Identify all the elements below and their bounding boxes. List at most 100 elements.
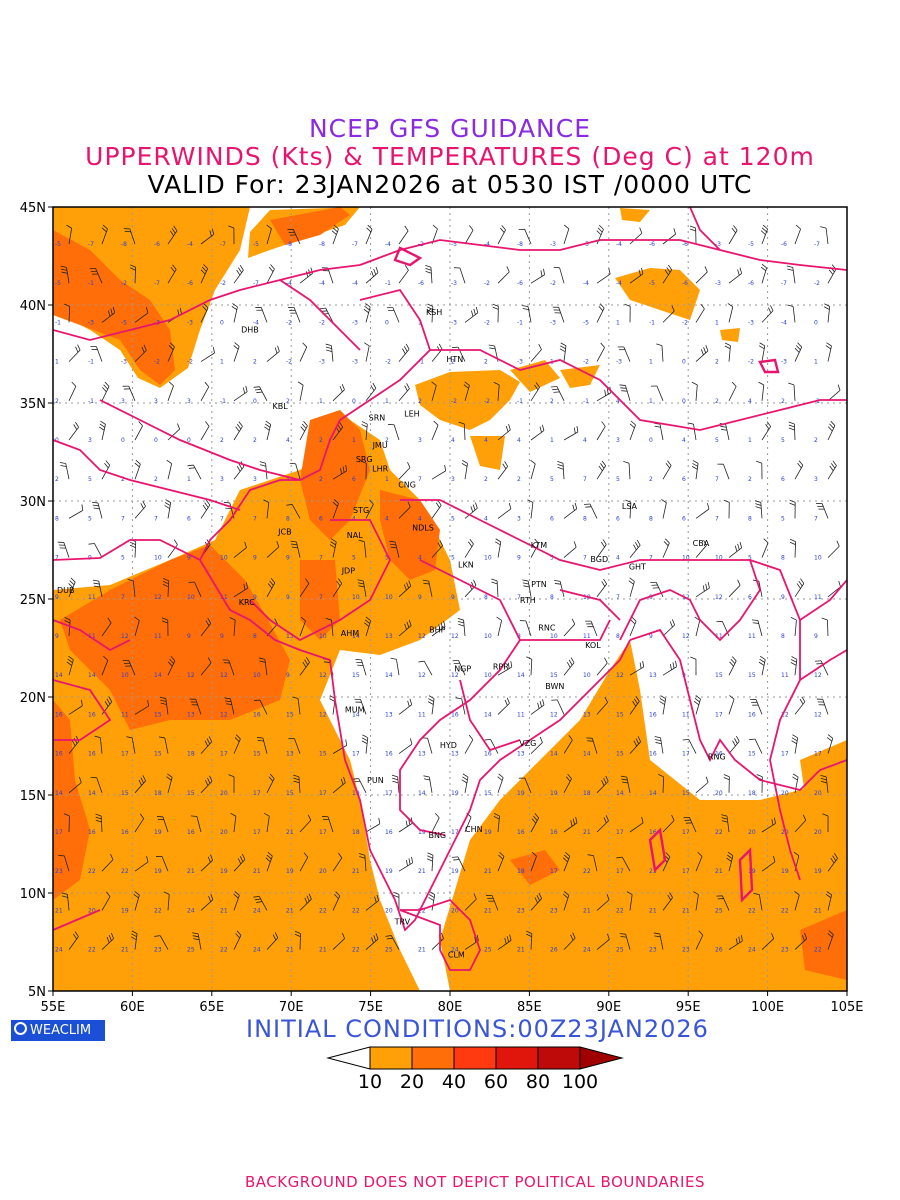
temperature-value: 7 [814,515,818,522]
temperature-value: 24 [451,947,459,954]
temperature-value: 11 [781,672,789,679]
wind-barb [493,813,500,833]
temperature-value: 16 [517,829,525,836]
wind-barb [662,538,670,558]
lon-tick-label: 75E [358,1000,383,1015]
city-label: KOL [585,641,601,650]
wind-barb [228,774,235,793]
logo-circle-icon [14,1022,27,1035]
temperature-value: 10 [319,633,327,640]
temperature-value: 3 [154,398,158,405]
temperature-value: 21 [484,868,492,875]
wind-barb [134,421,143,441]
temperature-value: -1 [583,398,589,405]
wind-barb [695,930,704,950]
temperature-value: 13 [451,751,459,758]
temperature-value: -2 [385,359,391,366]
temperature-value: 19 [154,829,162,836]
temperature-value: -8 [286,241,292,248]
wind-barb [363,303,371,323]
wind-barb [662,619,675,637]
wind-barb [659,695,667,715]
temperature-value: 21 [352,868,360,875]
city-label: BWN [545,682,564,691]
temperature-value: 8 [253,633,257,640]
temperature-value: 21 [682,907,690,914]
temperature-value: 22 [583,868,591,875]
wind-barb [723,774,730,793]
temperature-value: -4 [187,241,193,248]
wind-barb [200,775,213,794]
wind-barb [552,306,565,323]
logo-label: WEACLIM [30,1023,92,1038]
wind-barb [596,539,607,558]
temperature-value: 3 [814,476,818,483]
wind-barb [530,736,543,754]
wind-barb [629,420,636,441]
temperature-value: 4 [583,437,587,444]
temperature-value: -5 [583,319,589,326]
wind-barb [233,421,243,441]
temperature-value: 14 [583,751,591,758]
temperature-value: 7 [253,515,257,522]
temperature-value: 9 [649,633,653,640]
wind-barb [754,500,763,519]
temperature-value: 15 [253,751,261,758]
wind-barb [167,423,181,441]
wind-barb [662,892,673,911]
wind-barb [653,932,664,950]
temperature-value: 0 [682,398,686,405]
lon-tick-label: 80E [438,1000,463,1015]
wind-barb [398,738,413,754]
temperature-value: -3 [352,359,358,366]
temperature-value: 19 [517,790,525,797]
temperature-value: 16 [187,829,195,836]
temperature-value: 12 [781,711,789,718]
lat-tick-label: 20N [20,691,46,706]
temperature-value: -4 [781,319,787,326]
temperature-value: 23 [550,907,558,914]
wind-barb [200,347,215,362]
wind-barb [155,855,169,872]
city-label: PUN [367,776,384,785]
temperature-value: 3 [187,398,191,405]
temperature-value: -3 [517,359,523,366]
temperature-value: 23 [517,907,525,914]
temperature-value: 10 [484,672,492,679]
temperature-value: 1 [187,476,191,483]
wind-barb [497,934,512,950]
wind-barb [596,657,608,676]
temperature-value: 12 [451,672,459,679]
wind-barb [266,264,275,284]
temperature-value: 0 [55,437,59,444]
wind-barb [233,582,248,598]
wind-barb [494,538,502,558]
wind-barb [624,303,631,323]
temperature-value: -3 [187,319,193,326]
wind-barb [431,500,442,519]
city-label: KBL [272,402,288,411]
wind-barb [159,696,169,715]
temperature-value: 13 [385,711,393,718]
temperature-value: 6 [748,594,752,601]
city-label: RNG [708,753,726,762]
temperature-value: 15 [715,672,723,679]
wind-barb [530,424,545,441]
temperature-value: 5 [748,555,752,562]
temperature-value: 10 [484,555,492,562]
temperature-value: 6 [682,476,686,483]
temperature-value: 4 [286,437,290,444]
temperature-value: 18 [517,868,525,875]
temperature-value: 2 [781,398,785,405]
wind-barb [751,619,763,637]
temperature-value: 16 [385,829,393,836]
temperature-value: 3 [616,437,620,444]
temperature-value: 6 [682,515,686,522]
temperature-value: 4 [682,437,686,444]
temperature-value: 26 [550,947,558,954]
wind-barb [464,538,474,558]
wind-barb [717,463,730,480]
wind-barb [629,616,637,637]
temperature-value: 10 [253,672,261,679]
wind-barb [127,578,136,597]
